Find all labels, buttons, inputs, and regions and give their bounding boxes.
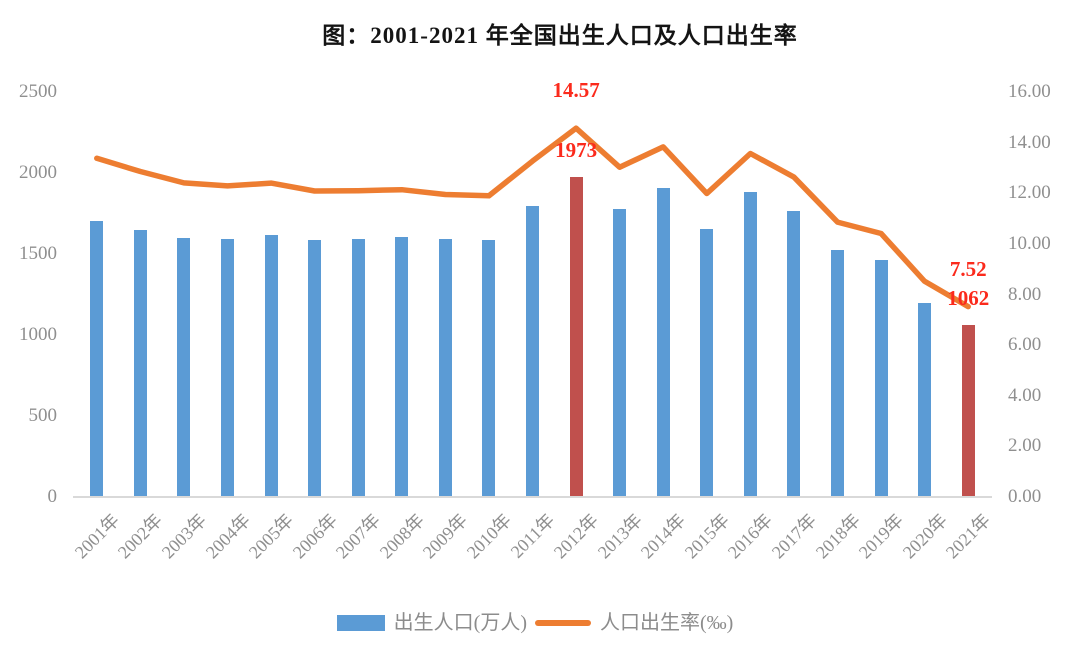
- left-axis-tick: 500: [28, 405, 58, 426]
- bar-2017年: [787, 211, 801, 497]
- x-axis-baseline: [73, 496, 992, 498]
- x-axis-label-2016年: 2016年: [724, 510, 777, 563]
- bar-2011年: [526, 205, 539, 497]
- legend-label-births: 出生人口(万人): [393, 612, 527, 634]
- x-axis-label-2014年: 2014年: [637, 510, 690, 563]
- bar-2015年: [700, 228, 714, 497]
- right-axis-tick: 4.00: [1008, 384, 1042, 406]
- x-axis-label-2019年: 2019年: [854, 510, 908, 563]
- bar-2009年: [438, 239, 452, 497]
- bar-2018年: [831, 250, 844, 497]
- x-axis-label-2004年: 2004年: [201, 510, 254, 563]
- right-axis-tick: 6.00: [1008, 334, 1042, 356]
- bar-2010年: [482, 239, 496, 497]
- bar-2002年: [133, 230, 147, 497]
- right-axis-tick: 10.00: [1008, 232, 1051, 254]
- x-axis-label-2015年: 2015年: [680, 510, 733, 563]
- left-axis-tick: 2500: [19, 81, 57, 102]
- right-axis-tick: 2.00: [1008, 435, 1042, 457]
- legend-item-births: 出生人口(万人): [336, 608, 527, 638]
- legend-item-birth-rate: 人口出生率(‰): [535, 608, 733, 638]
- annotation-7.52: 7.52: [949, 256, 987, 281]
- bar-2016年: [743, 191, 757, 497]
- left-axis-tick: 0: [47, 486, 58, 507]
- bar-2003年: [177, 237, 191, 497]
- births-bar-swatch: [336, 615, 385, 631]
- x-axis-label-2013年: 2013年: [593, 510, 646, 563]
- x-axis-label-2009年: 2009年: [419, 510, 472, 563]
- chart-title: 图：2001-2021 年全国出生人口及人口出生率: [322, 23, 798, 48]
- x-axis-label-2011年: 2011年: [506, 510, 559, 562]
- x-axis-label-2002年: 2002年: [114, 510, 167, 563]
- bar-2008年: [395, 236, 409, 497]
- bar-2012年: [569, 177, 583, 497]
- bar-2021年: [961, 324, 975, 497]
- annotation-1062: 1062: [947, 285, 990, 310]
- bar-2013年: [613, 209, 627, 497]
- bar-2005年: [264, 235, 278, 497]
- bar-2001年: [90, 221, 104, 497]
- legend-label-birth-rate: 人口出生率(‰): [600, 612, 734, 634]
- right-axis-tick: 0.00: [1008, 486, 1042, 507]
- right-axis-tick: 8.00: [1008, 283, 1042, 305]
- right-axis-tick: 14.00: [1008, 131, 1051, 153]
- left-axis-tick: 1500: [19, 243, 57, 264]
- annotation-1973: 1973: [555, 138, 598, 163]
- x-axis-label-2008年: 2008年: [375, 510, 428, 563]
- bar-2014年: [656, 188, 670, 497]
- right-axis-tick: 12.00: [1008, 182, 1051, 204]
- x-axis-label-2017年: 2017年: [767, 510, 821, 563]
- bar-2007年: [351, 238, 365, 497]
- x-axis-label-2020年: 2020年: [898, 510, 951, 563]
- x-axis-label-2021年: 2021年: [942, 510, 995, 563]
- x-axis-label-2010年: 2010年: [462, 510, 516, 563]
- x-axis-label-2005年: 2005年: [244, 510, 298, 563]
- right-axis-tick: 16.00: [1008, 81, 1051, 102]
- bar-2020年: [918, 302, 932, 497]
- x-axis-label-2006年: 2006年: [288, 510, 341, 563]
- x-axis-label-2003年: 2003年: [157, 510, 211, 563]
- x-axis-label-2012年: 2012年: [549, 510, 603, 563]
- birth-rate-line-swatch: [535, 620, 591, 626]
- bar-2004年: [221, 238, 234, 497]
- annotation-14.57: 14.57: [552, 78, 600, 103]
- bar-2006年: [308, 240, 322, 497]
- x-axis-label-2018年: 2018年: [811, 510, 864, 563]
- left-axis-tick: 1000: [19, 324, 57, 345]
- left-axis-tick: 2000: [19, 162, 57, 183]
- bar-2019年: [874, 259, 888, 497]
- x-axis-label-2007年: 2007年: [332, 510, 385, 563]
- chart-legend: 出生人口(万人) 人口出生率(‰): [0, 608, 1070, 638]
- x-axis-label-2001年: 2001年: [70, 510, 123, 563]
